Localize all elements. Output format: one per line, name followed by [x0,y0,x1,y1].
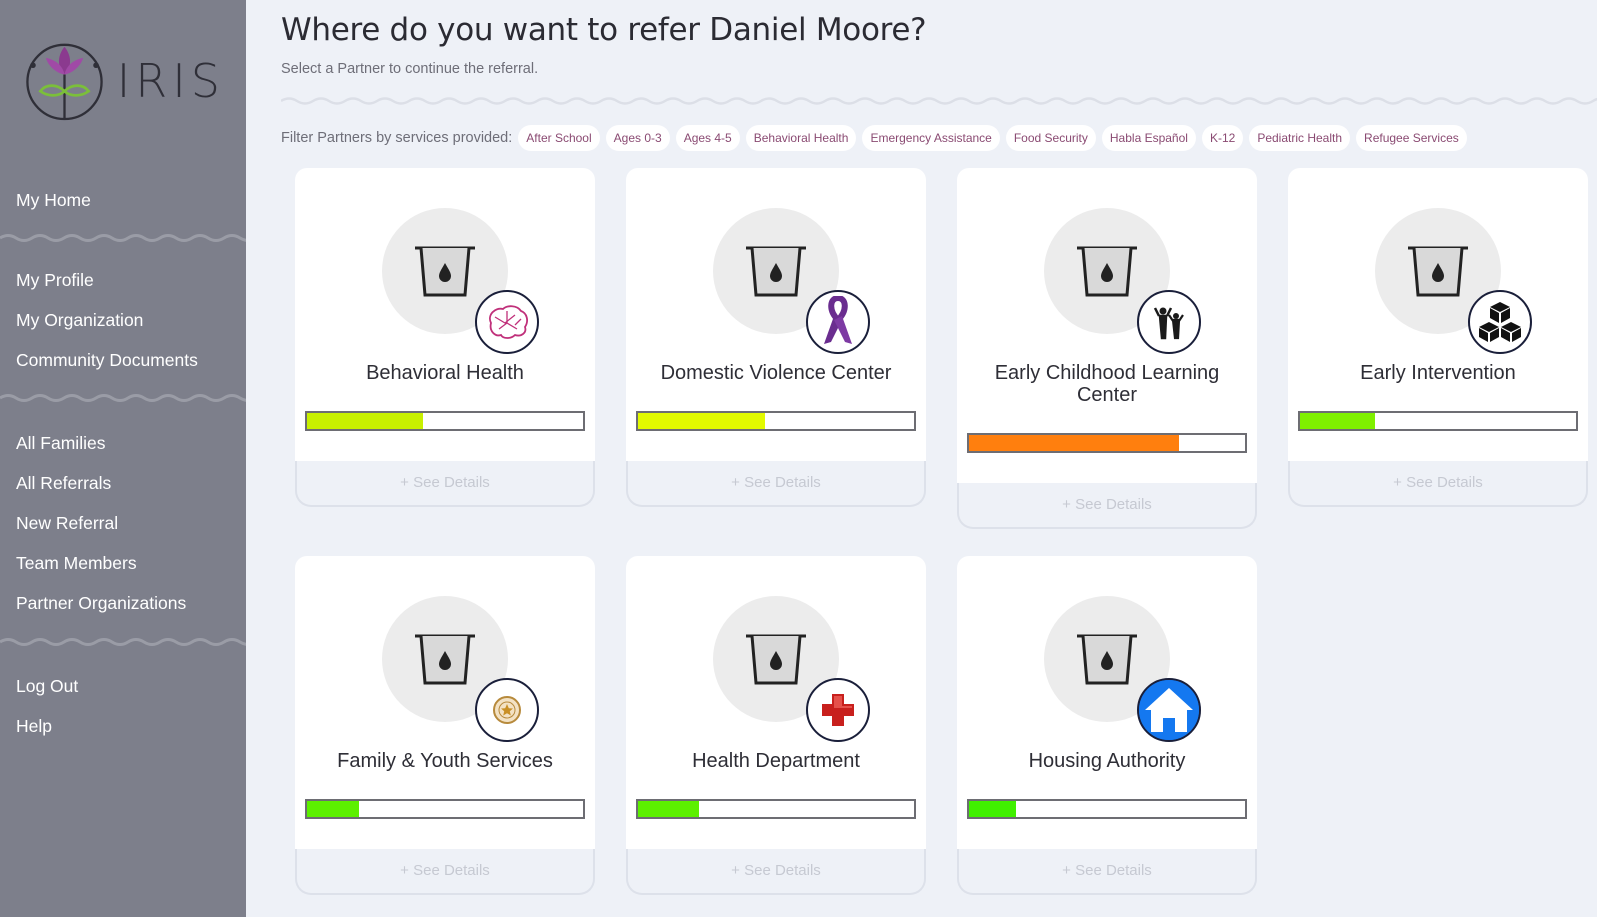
children-icon [1137,290,1201,354]
brain-icon [475,290,539,354]
capacity-bar-fill [638,413,765,429]
capacity-bar-fill [638,801,699,817]
filter-chip-habla-espanol[interactable]: Habla Español [1101,125,1196,151]
header-divider [281,97,1597,105]
partner-name: Behavioral Health [366,362,524,384]
filter-chip-ages-0-3[interactable]: Ages 0-3 [605,125,670,151]
logo-text: IRIS [116,54,225,108]
filter-chip-behavioral-health[interactable]: Behavioral Health [745,125,857,151]
nav-my-home[interactable]: My Home [16,190,91,210]
cup-icon [1408,246,1468,297]
sidebar-divider [0,638,246,646]
capacity-bar-fill [969,435,1179,451]
capacity-bar [967,799,1247,819]
nav-my-profile[interactable]: My Profile [16,270,94,290]
nav-help[interactable]: Help [16,716,52,736]
nav-my-organization[interactable]: My Organization [16,310,144,330]
partner-name: Health Department [692,750,860,772]
capacity-bar-fill [307,801,360,817]
nav-all-referrals[interactable]: All Referrals [16,473,112,493]
nav-all-families[interactable]: All Families [16,433,106,453]
cup-icon [746,246,806,297]
filter-bar: Filter Partners by services provided: Af… [281,125,1473,151]
nav-partner-organizations[interactable]: Partner Organizations [16,593,187,613]
see-details-button[interactable]: + See Details [1288,461,1588,507]
nav-group-profile: My Profile My Organization Community Doc… [0,260,246,380]
filter-chip-ages-4-5[interactable]: Ages 4-5 [675,125,740,151]
nav-community-documents[interactable]: Community Documents [16,350,198,370]
capacity-bar-fill [969,801,1016,817]
capacity-bar [305,411,585,431]
filter-chip-k-12[interactable]: K-12 [1201,125,1244,151]
partner-card-early-intervention[interactable]: Early Intervention + See Details [1288,168,1588,507]
sidebar-divider [0,234,246,242]
sidebar: IRIS My Home My Profile My Organization … [0,0,246,917]
partner-card-health-department[interactable]: Health Department + See Details [626,556,926,895]
ribbon-icon [806,290,870,354]
partner-name: Early Intervention [1360,362,1516,384]
partner-card-behavioral-health[interactable]: Behavioral Health + See Details [295,168,595,507]
nav-group-referrals: All Families All Referrals New Referral … [0,423,246,623]
capacity-bar [636,411,916,431]
filter-chip-food-security[interactable]: Food Security [1005,125,1096,151]
filter-chip-emergency-assistance[interactable]: Emergency Assistance [862,125,1000,151]
capacity-bar [636,799,916,819]
see-details-button[interactable]: + See Details [626,461,926,507]
red-cross-icon [806,678,870,742]
nav-group-home: My Home [0,180,246,220]
see-details-button[interactable]: + See Details [626,849,926,895]
blocks-icon [1468,290,1532,354]
capacity-bar [1298,411,1578,431]
capacity-bar [305,799,585,819]
see-details-button[interactable]: + See Details [295,849,595,895]
partner-name: Housing Authority [1028,750,1186,772]
partner-card-domestic-violence-center[interactable]: Domestic Violence Center + See Details [626,168,926,507]
see-details-button[interactable]: + See Details [295,461,595,507]
iris-logo[interactable]: IRIS [20,36,225,126]
partner-name: Early Childhood Learning Center [994,362,1220,406]
capacity-bar [967,433,1247,453]
nav-team-members[interactable]: Team Members [16,553,137,573]
nav-new-referral[interactable]: New Referral [16,513,119,533]
nav-group-account: Log Out Help [0,666,246,746]
filter-chip-refugee-services[interactable]: Refugee Services [1356,125,1467,151]
sidebar-divider [0,394,246,402]
partner-card-housing-authority[interactable]: Housing Authority + See Details [957,556,1257,895]
nav-log-out[interactable]: Log Out [16,676,79,696]
capacity-bar-fill [307,413,423,429]
filter-label: Filter Partners by services provided: [281,130,513,146]
page-subtitle: Select a Partner to continue the referra… [281,61,539,77]
cup-icon [415,246,475,297]
partner-name: Domestic Violence Center [660,362,892,384]
partner-card-family-youth-services[interactable]: Family & Youth Services + See Details [295,556,595,895]
see-details-button[interactable]: + See Details [957,849,1257,895]
cup-icon [1077,246,1137,297]
cup-icon [746,634,806,685]
partner-name: Family & Youth Services [337,750,553,772]
cup-icon [1077,634,1137,685]
see-details-button[interactable]: + See Details [957,483,1257,529]
capacity-bar-fill [1300,413,1375,429]
partner-card-early-childhood-learning-center[interactable]: Early Childhood Learning Center + See De… [957,168,1257,529]
filter-chip-after-school[interactable]: After School [518,125,600,151]
house-icon [1137,678,1201,742]
cup-icon [415,634,475,685]
iris-flower-icon [26,43,103,121]
page-title: Where do you want to refer Daniel Moore? [281,12,927,48]
star-seal-icon [475,678,539,742]
filter-chip-pediatric-health[interactable]: Pediatric Health [1249,125,1351,151]
